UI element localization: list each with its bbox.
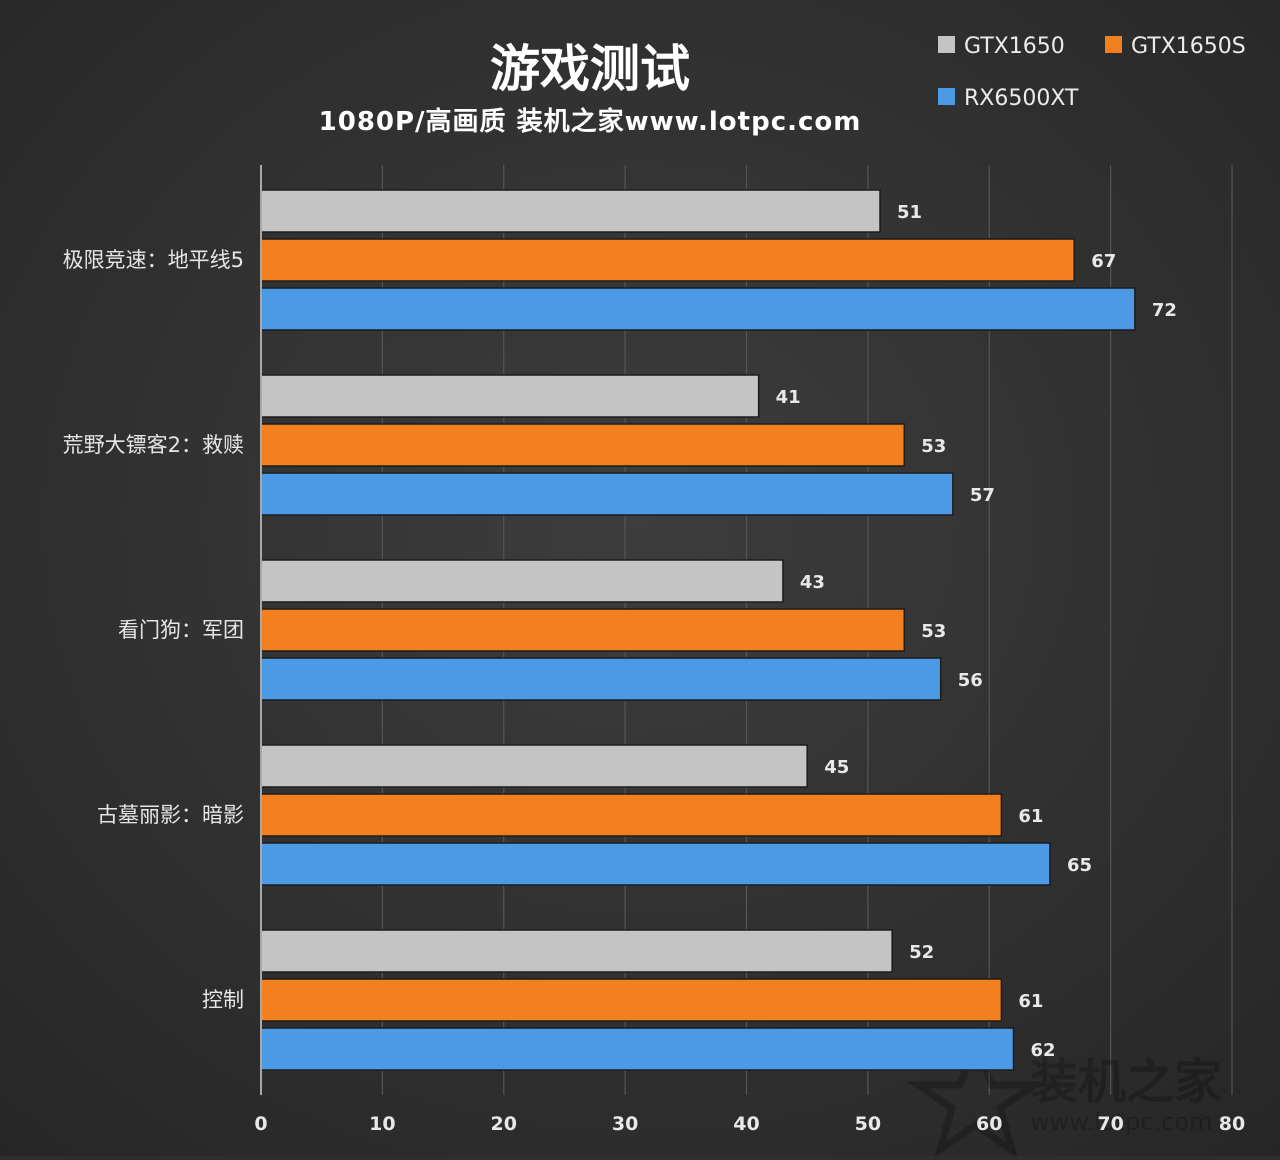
data-label: 45 [824, 757, 849, 778]
category-label: 荒野大镖客2：救赎 [63, 433, 244, 457]
legend-swatch [938, 36, 955, 53]
data-label: 53 [921, 621, 946, 642]
legend: GTX1650 GTX1650S RX6500XT [938, 34, 1246, 111]
bar-gtx1650s [260, 238, 1075, 282]
bar-gtx1650 [260, 744, 808, 788]
bar-rx6500xt [260, 842, 1051, 886]
bar-gtx1650 [260, 929, 893, 973]
x-tick-labels: 0 10 20 30 40 50 60 70 80 [254, 1113, 1245, 1135]
data-label: 51 [897, 202, 922, 223]
bar-gtx1650 [260, 374, 760, 418]
data-label: 52 [909, 942, 934, 963]
category-label: 控制 [202, 988, 244, 1012]
data-label: 61 [1018, 806, 1043, 827]
bar-gtx1650s [260, 423, 906, 467]
x-tick-label: 30 [612, 1113, 638, 1135]
data-label: 53 [921, 436, 946, 457]
x-tick-label: 70 [1097, 1113, 1123, 1135]
bar-gtx1650 [260, 189, 881, 233]
legend-swatch [938, 88, 955, 105]
bar-rx6500xt [260, 1027, 1015, 1071]
bar-rx6500xt [260, 657, 942, 701]
bars: 51 67 72 41 53 57 43 53 56 45 61 65 52 61 62 [260, 189, 1177, 1071]
x-tick-label: 10 [369, 1113, 395, 1135]
category-label: 古墓丽影：暗影 [97, 803, 244, 827]
bar-rx6500xt [260, 472, 954, 516]
x-tick-label: 80 [1219, 1113, 1245, 1135]
x-tick-label: 40 [733, 1113, 759, 1135]
data-label: 41 [776, 387, 801, 408]
data-label: 72 [1152, 300, 1177, 321]
watermark-url: www.lotpc.com [1030, 1108, 1212, 1136]
watermark-star-icon [906, 1035, 1047, 1159]
data-label: 65 [1067, 855, 1092, 876]
x-tick-label: 20 [491, 1113, 517, 1135]
watermark-logo: 装机之家 [1030, 1054, 1222, 1110]
legend-label: GTX1650S [1131, 34, 1246, 59]
legend-swatch [1105, 36, 1122, 53]
data-label: 43 [800, 572, 825, 593]
legend-label: GTX1650 [964, 34, 1065, 59]
x-tick-label: 60 [976, 1113, 1002, 1135]
data-label: 61 [1018, 991, 1043, 1012]
x-tick-label: 0 [254, 1113, 267, 1135]
bar-gtx1650 [260, 559, 784, 603]
data-label: 67 [1091, 251, 1116, 272]
bar-gtx1650s [260, 793, 1003, 837]
bar-gtx1650s [260, 978, 1003, 1022]
bar-rx6500xt [260, 287, 1136, 331]
x-tick-label: 50 [855, 1113, 881, 1135]
chart-subtitle: 1080P/高画质 装机之家www.lotpc.com [319, 106, 862, 137]
bar-gtx1650s [260, 608, 906, 652]
watermark: 装机之家 www.lotpc.com [906, 1035, 1222, 1159]
category-label: 看门狗：军团 [118, 618, 244, 642]
chart-title: 游戏测试 [490, 40, 690, 98]
category-label: 极限竞速：地平线5 [63, 248, 244, 272]
data-label: 62 [1031, 1040, 1056, 1061]
data-label: 57 [970, 485, 995, 506]
legend-label: RX6500XT [964, 86, 1079, 111]
data-label: 56 [958, 670, 983, 691]
